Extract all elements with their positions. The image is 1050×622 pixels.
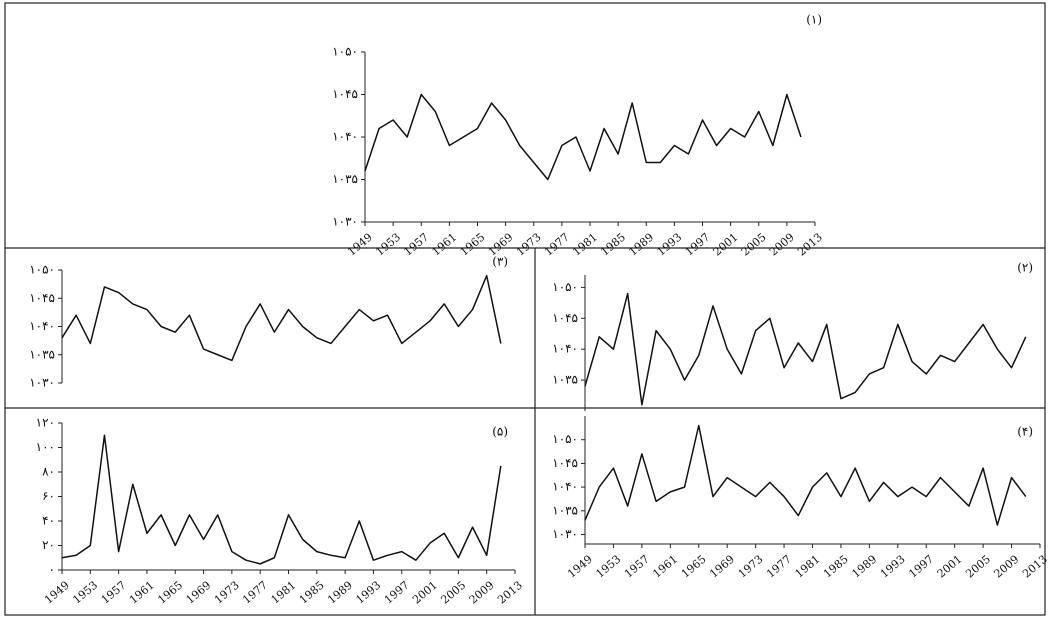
y-tick-label: ۱۰۴۰ bbox=[29, 319, 55, 333]
x-tick-label: 1989 bbox=[325, 579, 355, 607]
x-tick-label: 2013 bbox=[795, 231, 825, 259]
x-tick-label: 1949 bbox=[42, 579, 72, 607]
x-tick-label: 1957 bbox=[401, 231, 431, 259]
panel-label: (۳) bbox=[492, 255, 508, 269]
y-tick-label: ۱۰۳۰ bbox=[332, 215, 358, 229]
x-tick-label: 1961 bbox=[127, 579, 157, 607]
x-tick-label: 1965 bbox=[155, 579, 185, 607]
x-tick-label: 1953 bbox=[373, 231, 403, 259]
x-tick-label: 1961 bbox=[429, 231, 459, 259]
x-tick-label: 1977 bbox=[764, 553, 794, 581]
x-tick-label: 1985 bbox=[821, 553, 851, 581]
x-tick-label: 1969 bbox=[707, 553, 737, 581]
panel-label: (۴) bbox=[1017, 425, 1033, 439]
x-tick-label: 2005 bbox=[739, 231, 769, 259]
x-tick-label: 2009 bbox=[767, 231, 797, 259]
y-tick-label: ۶۰ bbox=[42, 489, 55, 503]
x-tick-label: 1957 bbox=[99, 579, 129, 607]
y-tick-label: ۱۰۴۵ bbox=[29, 291, 55, 305]
y-tick-label: ۱۰۵۰ bbox=[332, 45, 358, 59]
x-tick-label: 1989 bbox=[849, 553, 879, 581]
x-tick-label: 1965 bbox=[458, 231, 488, 259]
x-tick-label: 2001 bbox=[935, 553, 965, 581]
y-tick-label: ۱۰۵۰ bbox=[29, 263, 55, 277]
data-line bbox=[364, 93, 802, 181]
x-tick-label: 1985 bbox=[297, 579, 327, 607]
x-tick-label: 1973 bbox=[736, 553, 766, 581]
data-line bbox=[61, 274, 502, 362]
y-tick-label: ۱۰۳۰ bbox=[552, 527, 578, 541]
y-tick-label: ۴۰ bbox=[42, 514, 55, 528]
y-tick-label: ۱۰۴۵ bbox=[552, 456, 578, 470]
panel-label: (۱) bbox=[806, 13, 822, 27]
y-tick-label: ۱۰۴۵ bbox=[332, 87, 358, 101]
y-tick-label: ۱۰۳۵ bbox=[29, 347, 55, 361]
x-tick-label: 1953 bbox=[70, 579, 100, 607]
x-tick-label: 1949 bbox=[565, 553, 595, 581]
x-tick-label: 2009 bbox=[992, 553, 1022, 581]
x-tick-label: 1957 bbox=[622, 553, 652, 581]
x-tick-label: 1973 bbox=[212, 579, 242, 607]
x-tick-label: 2001 bbox=[410, 579, 440, 607]
x-tick-label: 1993 bbox=[353, 579, 383, 607]
x-tick-label: 1977 bbox=[542, 231, 572, 259]
y-tick-label: ۱۰۳۵ bbox=[552, 373, 578, 387]
x-tick-label: 1965 bbox=[679, 553, 709, 581]
y-tick-label: ۸۰ bbox=[42, 465, 55, 479]
y-tick-label: ۱۰۳۵ bbox=[552, 503, 578, 517]
x-tick-label: 1969 bbox=[184, 579, 214, 607]
x-tick-label: 2009 bbox=[467, 579, 497, 607]
y-tick-label: ۱۰۴۵ bbox=[552, 311, 578, 325]
x-tick-label: 1985 bbox=[598, 231, 628, 259]
data-line bbox=[61, 434, 502, 565]
y-tick-label: ۱۰۳۰ bbox=[29, 376, 55, 390]
data-line bbox=[584, 292, 1027, 406]
x-tick-label: 2005 bbox=[438, 579, 468, 607]
data-line bbox=[584, 424, 1027, 526]
y-tick-label: ۱۲۰ bbox=[36, 416, 55, 430]
x-tick-label: 2001 bbox=[711, 231, 741, 259]
panel-label: (۲) bbox=[1017, 261, 1033, 275]
x-tick-label: 1981 bbox=[269, 579, 299, 607]
outer-frame bbox=[4, 2, 1046, 616]
x-tick-label: 1981 bbox=[793, 553, 823, 581]
x-tick-label: 1981 bbox=[570, 231, 600, 259]
x-tick-label: 2013 bbox=[495, 579, 525, 607]
panel-label: (۵) bbox=[492, 425, 508, 439]
y-tick-label: ۰ bbox=[49, 563, 55, 577]
y-tick-label: ۱۰۴۰ bbox=[552, 480, 578, 494]
x-tick-label: 2005 bbox=[963, 553, 993, 581]
x-tick-label: 1989 bbox=[626, 231, 656, 259]
y-tick-label: ۱۰۰ bbox=[36, 440, 55, 454]
y-tick-label: ۱۰۵۰ bbox=[552, 432, 578, 446]
x-tick-label: 1993 bbox=[654, 231, 684, 259]
x-tick-label: 1997 bbox=[683, 231, 713, 259]
x-tick-label: 1993 bbox=[878, 553, 908, 581]
y-tick-label: ۱۰۴۰ bbox=[332, 130, 358, 144]
x-tick-label: 1949 bbox=[345, 231, 375, 259]
x-tick-label: 1997 bbox=[906, 553, 936, 581]
y-tick-label: ۱۰۴۰ bbox=[552, 342, 578, 356]
y-tick-label: ۱۰۵۰ bbox=[552, 280, 578, 294]
x-tick-label: 1961 bbox=[650, 553, 680, 581]
x-tick-label: 1997 bbox=[382, 579, 412, 607]
x-tick-label: 1977 bbox=[240, 579, 270, 607]
x-tick-label: 1953 bbox=[593, 553, 623, 581]
y-tick-label: ۱۰۳۵ bbox=[332, 172, 358, 186]
x-tick-label: 1973 bbox=[514, 231, 544, 259]
y-tick-label: ۲۰ bbox=[42, 538, 55, 552]
